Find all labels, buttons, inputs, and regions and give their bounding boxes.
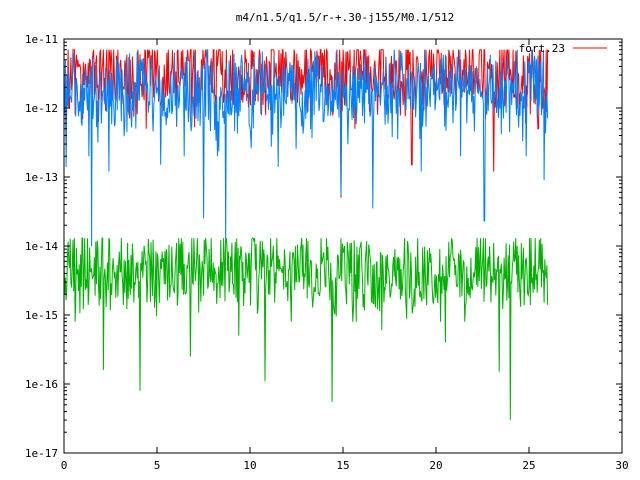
- legend: fort.23: [519, 42, 607, 55]
- y-tick-label: 1e-15: [25, 309, 58, 322]
- y-tick-label: 1e-11: [25, 33, 58, 46]
- axes-layer: 0 5 10 15 20 25 30 1e-17 1e-16 1e-15 1e-14 1e-13 1e-…: [25, 33, 629, 472]
- legend-label: fort.23: [519, 42, 565, 55]
- x-tick-label: 0: [61, 459, 68, 472]
- x-tick-label: 25: [522, 459, 535, 472]
- x-tick-label: 20: [429, 459, 442, 472]
- series-line-2: [63, 49, 549, 247]
- series-line-3: [63, 237, 549, 421]
- x-tick-label: 10: [243, 459, 256, 472]
- x-tick-label: 5: [154, 459, 161, 472]
- y-tick-label: 1e-16: [25, 378, 58, 391]
- chart-title: m4/n1.5/q1.5/r-+.30-j155/M0.1/512: [236, 11, 455, 24]
- y-tick-label: 1e-17: [25, 447, 58, 460]
- x-tick-label: 15: [336, 459, 349, 472]
- y-tick-label: 1e-12: [25, 102, 58, 115]
- x-tick-label: 30: [615, 459, 628, 472]
- series-layer: [63, 47, 549, 421]
- y-tick-label: 1e-13: [25, 171, 58, 184]
- y-tick-label: 1e-14: [25, 240, 58, 253]
